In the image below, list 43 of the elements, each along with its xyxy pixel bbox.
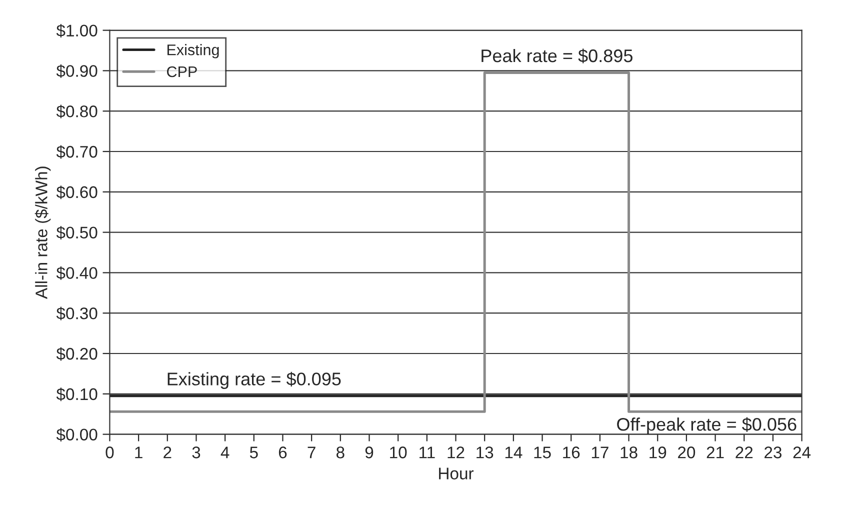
annotation: Peak rate = $0.895 [482,48,632,64]
x-tick-label: 17 [592,446,608,458]
y-tick-label: $0.00 [56,428,98,442]
y-tick-label: $0.90 [56,64,98,78]
y-tick-label: $0.10 [56,388,98,402]
y-tick-label: $0.50 [56,226,98,240]
y-tick-label: $1.00 [56,24,98,38]
x-tick-label: 4 [220,446,230,458]
y-tick-label: $0.40 [56,266,98,280]
x-tick-label: 1 [135,446,142,458]
legend-label: Existing [168,44,219,58]
x-tick-label: 6 [278,446,287,458]
x-tick-label: 0 [106,446,114,458]
annotation: Off-peak rate = $0.056 [617,417,796,434]
x-tick-label: 16 [563,446,580,458]
x-tick-label: 10 [390,446,407,458]
legend-label: CPP [167,66,197,78]
y-tick-label: $0.70 [56,145,98,159]
x-tick-label: 22 [736,446,753,458]
x-tick-label: 23 [764,446,782,458]
x-tick-label: 15 [534,446,551,458]
x-tick-label: 13 [476,446,494,458]
x-tick-label: 12 [448,446,464,458]
y-tick-label: $0.30 [56,306,98,320]
x-tick-label: 20 [678,446,696,458]
x-tick-label: 3 [192,446,200,458]
x-tick-label: 11 [420,446,435,458]
y-tick-label: $0.80 [56,104,98,118]
x-tick-label: 8 [336,446,344,458]
x-tick-label: 14 [505,446,522,458]
y-tick-label: $0.20 [56,347,98,361]
x-tick-label: 7 [308,446,316,458]
x-tick-label: 5 [250,446,258,458]
x-tick-label: 19 [650,446,666,458]
y-axis-title: All-in rate ($/kWh) [34,166,51,299]
x-tick-label: 18 [620,446,638,458]
x-tick-label: 21 [706,446,724,458]
x-axis-title: Hour [439,468,474,480]
x-tick-label: 24 [793,446,811,458]
annotation: Existing rate = $0.095 [168,372,341,389]
x-tick-label: 9 [365,446,374,458]
y-tick-label: $0.60 [56,186,98,200]
x-tick-label: 2 [164,446,172,458]
